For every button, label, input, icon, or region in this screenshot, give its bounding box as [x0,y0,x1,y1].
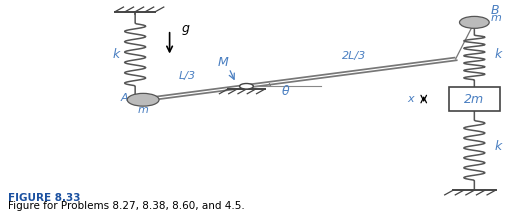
Text: A: A [121,93,128,103]
Text: m: m [490,13,501,23]
Text: 2L/3: 2L/3 [341,51,366,61]
Text: m: m [138,105,148,115]
Text: x: x [407,94,414,104]
Circle shape [240,83,253,89]
Text: k: k [494,140,502,153]
Text: g: g [181,22,189,35]
Text: k: k [113,48,120,61]
Bar [449,87,499,111]
Text: 2m: 2m [464,92,484,106]
Text: FIGURE 8.33: FIGURE 8.33 [8,193,81,203]
Circle shape [460,16,489,28]
Circle shape [127,93,159,106]
Text: L/3: L/3 [178,71,196,81]
Text: $\theta$: $\theta$ [281,84,291,98]
Text: Figure for Problems 8.27, 8.38, 8.60, and 4.5.: Figure for Problems 8.27, 8.38, 8.60, an… [8,201,245,211]
Text: B: B [490,4,499,17]
Text: M: M [217,56,228,69]
Text: k: k [494,47,502,60]
